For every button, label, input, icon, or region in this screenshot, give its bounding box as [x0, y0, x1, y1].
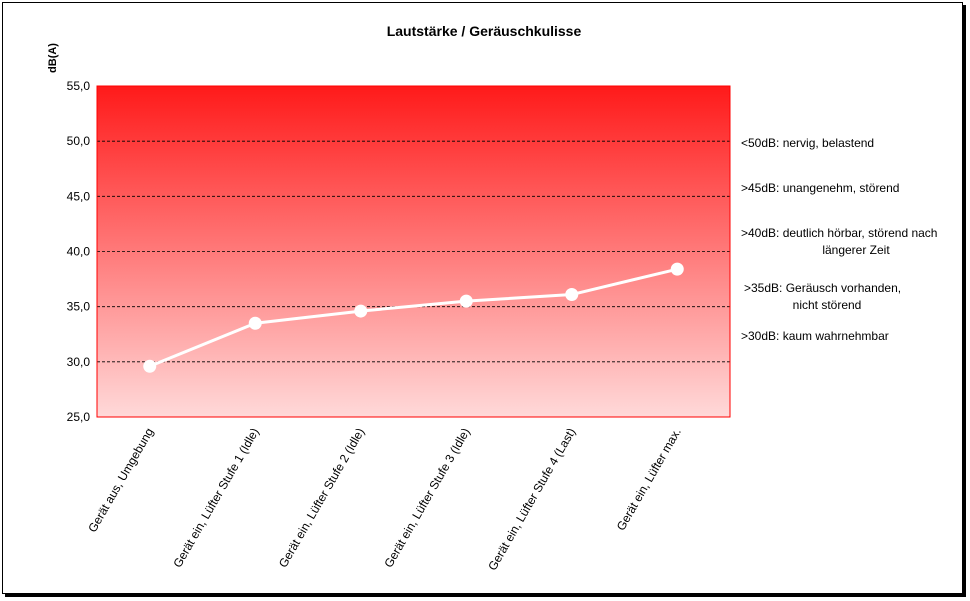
x-axis-ticks: Gerät aus, Umgebung Gerät ein, Lüfter Stu… [85, 425, 684, 572]
x-tick-label: Gerät ein, Lüfter Stufe 3 (Idle) [381, 425, 473, 569]
y-axis-ticks: 25,0 30,0 35,0 40,0 45,0 50,0 55,0 [67, 79, 91, 424]
annotations: <50dB: nervig, belastend >45dB: unangeneh… [741, 136, 937, 343]
x-tick-label: Gerät aus, Umgebung [85, 426, 156, 535]
data-point [670, 262, 684, 276]
chart-title: Lautstärke / Geräuschkulisse [387, 23, 582, 39]
data-point [459, 294, 473, 308]
data-point [143, 359, 157, 373]
annotation-text: >45dB: unangenehm, störend [741, 181, 899, 195]
y-tick-label: 45,0 [67, 189, 91, 203]
y-axis-label: dB(A) [47, 43, 59, 73]
data-point [565, 288, 579, 302]
y-tick-label: 30,0 [67, 355, 91, 369]
y-tick-label: 50,0 [67, 134, 91, 148]
annotation-text: >40dB: deutlich hörbar, störend nach [741, 226, 937, 240]
series-line-group [143, 262, 684, 373]
data-point [354, 304, 368, 318]
annotation-text: nicht störend [793, 298, 862, 312]
y-tick-label: 25,0 [67, 410, 91, 424]
series-line [149, 267, 678, 368]
plot-border [96, 85, 731, 418]
y-tick-label: 35,0 [67, 300, 91, 314]
y-tick-label: 55,0 [67, 79, 91, 93]
x-tick-label: Gerät ein, Lüfter Stufe 2 (Idle) [276, 425, 368, 569]
data-point [248, 316, 262, 330]
x-tick-label: Gerät ein, Lüfter Stufe 1 (Idle) [170, 425, 262, 569]
x-tick-label: Gerät ein, Lüfter max. [614, 426, 684, 534]
annotation-text: >35dB: Geräusch vorhanden, [744, 281, 901, 295]
y-tick-label: 40,0 [67, 245, 91, 259]
annotation-text: <50dB: nervig, belastend [741, 136, 874, 150]
annotation-text: >30dB: kaum wahrnehmbar [741, 329, 889, 343]
x-tick-label: Gerät ein, Lüfter Stufe 4 (Last) [485, 426, 578, 573]
annotation-text: längerer Zeit [822, 243, 890, 257]
